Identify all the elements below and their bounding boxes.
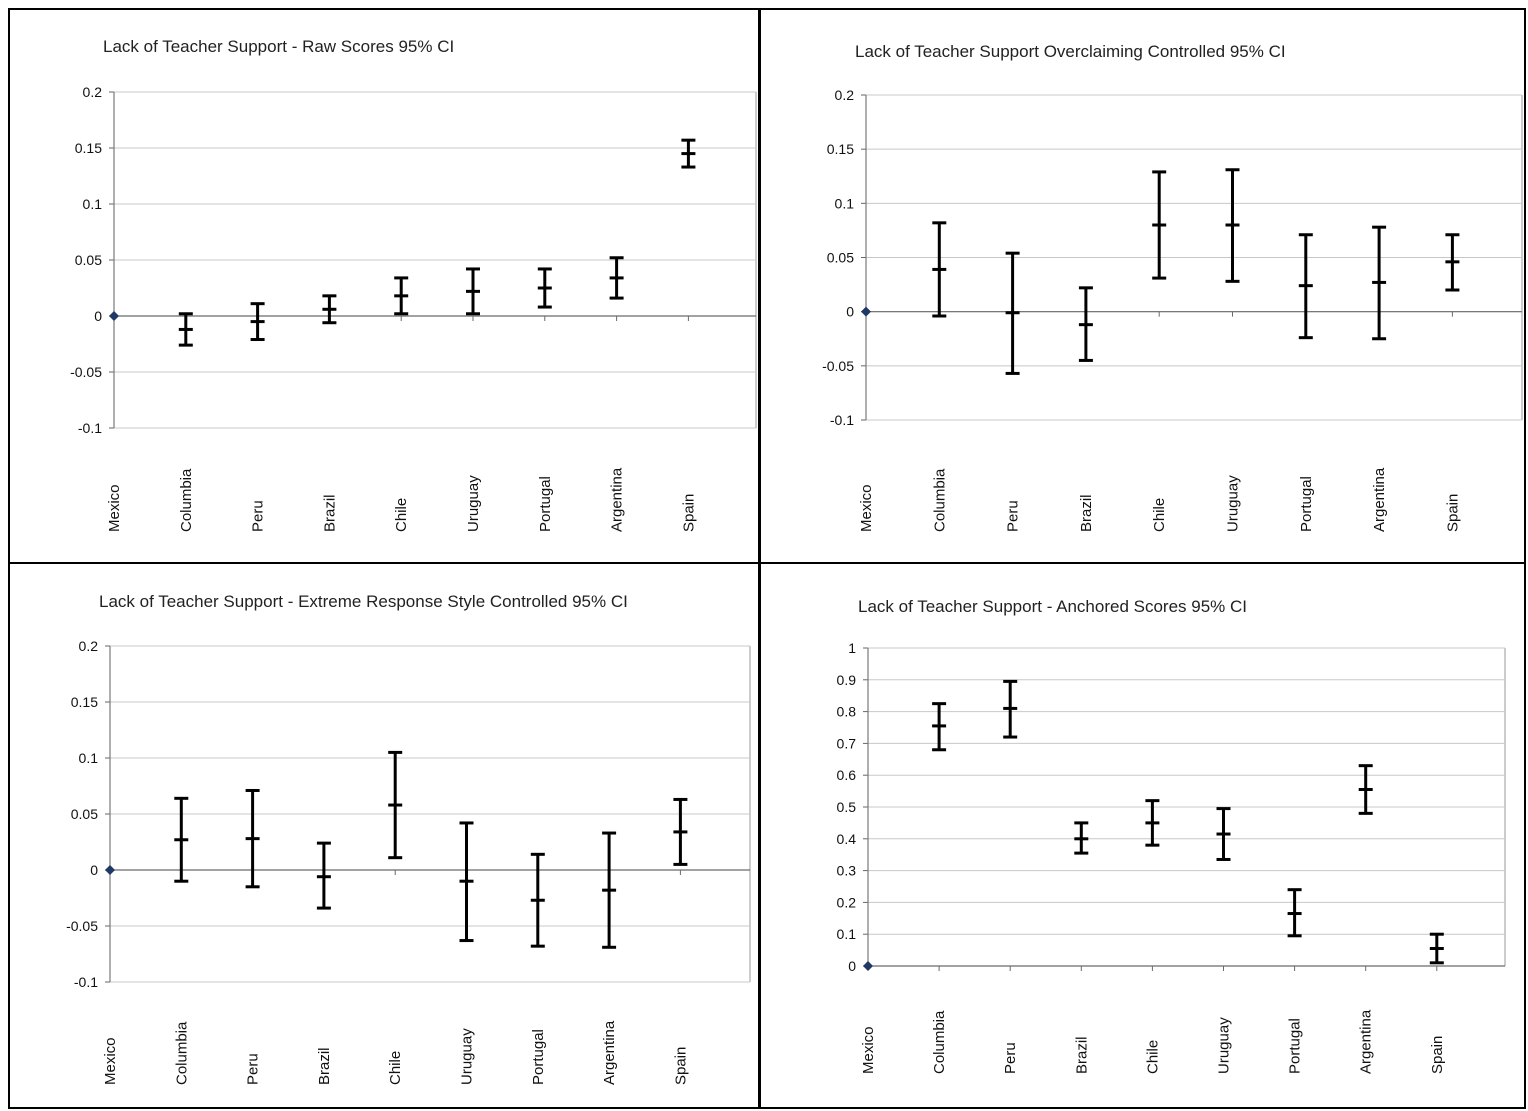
y-tick-label: -0.1 bbox=[830, 412, 854, 428]
y-tick-label: 0.2 bbox=[837, 894, 857, 910]
y-tick-label: 0 bbox=[94, 308, 102, 324]
x-category-label: Brazil bbox=[1078, 494, 1095, 532]
chart-title: Lack of Teacher Support - Anchored Score… bbox=[858, 597, 1247, 616]
x-category-label: Chile bbox=[1151, 498, 1168, 532]
y-tick-label: 0.6 bbox=[837, 767, 857, 783]
figure-grid bbox=[8, 8, 1526, 1109]
y-tick-label: 0.8 bbox=[837, 704, 857, 720]
chart-title: Lack of Teacher Support - Extreme Respon… bbox=[99, 592, 628, 611]
x-category-label: Spain bbox=[1444, 494, 1461, 532]
y-tick-label: 0.2 bbox=[835, 87, 855, 103]
y-tick-label: 0.15 bbox=[827, 141, 854, 157]
y-tick-label: 0.05 bbox=[71, 806, 98, 822]
x-category-label: Argentina bbox=[1371, 467, 1388, 532]
y-tick-label: 0.4 bbox=[837, 831, 857, 847]
x-category-label: Chile bbox=[387, 1051, 404, 1085]
x-category-label: Uruguay bbox=[465, 475, 482, 532]
y-tick-label: -0.05 bbox=[70, 364, 102, 380]
chart-title: Lack of Teacher Support - Raw Scores 95%… bbox=[103, 37, 454, 56]
y-tick-label: 0.7 bbox=[837, 735, 857, 751]
y-tick-label: 0.2 bbox=[83, 84, 103, 100]
x-category-label: Uruguay bbox=[1216, 1017, 1233, 1074]
x-category-label: Chile bbox=[1144, 1040, 1161, 1074]
x-category-label: Brazil bbox=[1073, 1036, 1090, 1074]
x-category-label: Spain bbox=[1429, 1036, 1446, 1074]
x-category-label: Spain bbox=[672, 1047, 689, 1085]
y-tick-label: 0.2 bbox=[79, 638, 99, 654]
y-tick-label: 0.3 bbox=[837, 863, 857, 879]
panel-divider-vertical bbox=[758, 10, 761, 1107]
chart-anchored-scores: Lack of Teacher Support - Anchored Score… bbox=[837, 597, 1506, 1074]
y-tick-label: 0.15 bbox=[71, 694, 98, 710]
x-category-label: Argentina bbox=[609, 467, 626, 532]
x-category-label: Brazil bbox=[321, 494, 338, 532]
data-marker bbox=[109, 311, 119, 321]
y-tick-label: -0.05 bbox=[822, 358, 854, 374]
x-category-label: Uruguay bbox=[1225, 475, 1242, 532]
x-category-label: Portugal bbox=[530, 1029, 547, 1085]
x-category-label: Peru bbox=[245, 1053, 262, 1085]
x-category-label: Portugal bbox=[537, 476, 554, 532]
x-category-label: Columbia bbox=[173, 1021, 190, 1085]
y-tick-label: 0 bbox=[90, 862, 98, 878]
y-tick-label: 0 bbox=[846, 304, 854, 320]
chart-raw-scores: Lack of Teacher Support - Raw Scores 95%… bbox=[70, 37, 757, 532]
y-tick-label: 0.05 bbox=[75, 252, 102, 268]
x-category-label: Mexico bbox=[860, 1026, 877, 1074]
panel-divider-horizontal bbox=[10, 562, 1524, 564]
chart-extreme-response-style-controlled: Lack of Teacher Support - Extreme Respon… bbox=[66, 592, 751, 1085]
y-tick-label: 0 bbox=[848, 958, 856, 974]
y-tick-label: 0.1 bbox=[835, 195, 855, 211]
x-category-label: Chile bbox=[393, 498, 410, 532]
x-category-label: Peru bbox=[1005, 500, 1022, 532]
x-category-label: Columbia bbox=[931, 1010, 948, 1074]
x-category-label: Brazil bbox=[316, 1047, 333, 1085]
data-marker bbox=[105, 865, 115, 875]
y-tick-label: 0.1 bbox=[83, 196, 103, 212]
chart-overclaiming-controlled: Lack of Teacher Support Overclaiming Con… bbox=[822, 42, 1523, 532]
chart-title: Lack of Teacher Support Overclaiming Con… bbox=[855, 42, 1286, 61]
x-category-label: Peru bbox=[250, 500, 267, 532]
x-category-label: Columbia bbox=[178, 468, 195, 532]
x-category-label: Peru bbox=[1002, 1042, 1019, 1074]
x-category-label: Portugal bbox=[1287, 1018, 1304, 1074]
x-category-label: Columbia bbox=[931, 468, 948, 532]
x-category-label: Mexico bbox=[102, 1037, 119, 1085]
x-category-label: Spain bbox=[680, 494, 697, 532]
y-tick-label: 0.1 bbox=[837, 926, 857, 942]
y-tick-label: 0.9 bbox=[837, 672, 857, 688]
y-tick-label: 0.1 bbox=[79, 750, 99, 766]
y-tick-label: -0.1 bbox=[74, 974, 98, 990]
x-category-label: Argentina bbox=[1358, 1009, 1375, 1074]
x-category-label: Mexico bbox=[106, 484, 123, 532]
x-category-label: Mexico bbox=[858, 484, 875, 532]
data-marker bbox=[863, 961, 873, 971]
data-marker bbox=[861, 306, 871, 317]
y-tick-label: 0.15 bbox=[75, 140, 102, 156]
y-tick-label: 1 bbox=[848, 640, 856, 656]
x-category-label: Uruguay bbox=[459, 1028, 476, 1085]
y-tick-label: -0.05 bbox=[66, 918, 98, 934]
x-category-label: Portugal bbox=[1298, 476, 1315, 532]
y-tick-label: 0.05 bbox=[827, 250, 854, 266]
y-tick-label: 0.5 bbox=[837, 799, 857, 815]
y-tick-label: -0.1 bbox=[78, 420, 102, 436]
x-category-label: Argentina bbox=[601, 1020, 618, 1085]
